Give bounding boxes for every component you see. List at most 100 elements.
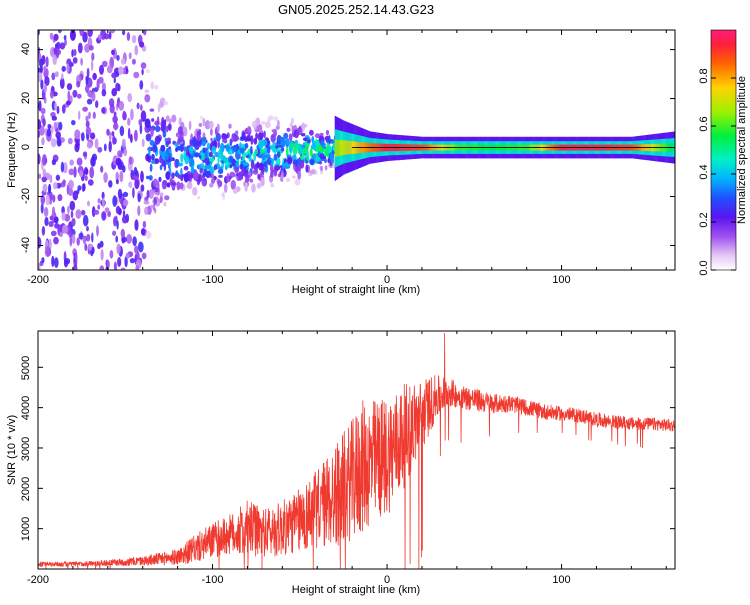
heatmap-cell: [310, 144, 317, 150]
heatmap-cell: [257, 173, 260, 180]
heatmap-cell: [250, 145, 253, 155]
heatmap-cell: [40, 203, 44, 214]
heatmap-cell: [103, 143, 107, 152]
heatmap-cell: [71, 120, 76, 126]
heatmap-cell: [145, 231, 152, 239]
heatmap-cell: [118, 100, 125, 111]
spectrogram-x-tick-label: -100: [201, 274, 223, 286]
heatmap-cell: [342, 140, 344, 156]
heatmap-cell: [44, 71, 47, 77]
heatmap-cell: [58, 121, 63, 131]
heatmap-cell: [101, 191, 105, 200]
heatmap-cell: [168, 162, 171, 167]
heatmap-cell: [134, 245, 139, 254]
heatmap-cell: [59, 231, 63, 238]
heatmap-cell: [280, 137, 286, 147]
heatmap-cell: [251, 183, 256, 193]
heatmap-cell: [73, 48, 77, 57]
heatmap-cell: [272, 142, 278, 146]
heatmap-cell: [218, 148, 224, 159]
heatmap-cell: [112, 115, 118, 124]
heatmap-cell: [119, 170, 124, 183]
heatmap-cell: [141, 68, 144, 76]
heatmap-cell: [78, 232, 84, 240]
heatmap-cell: [243, 166, 247, 170]
heatmap-cell: [89, 166, 95, 179]
heatmap-cell: [253, 151, 257, 162]
heatmap-cell: [69, 236, 73, 247]
heatmap-cell: [273, 153, 278, 161]
heatmap-cell: [325, 129, 330, 136]
heatmap-cell: [341, 140, 343, 156]
heatmap-cell: [123, 148, 128, 157]
heatmap-cell: [163, 101, 169, 106]
heatmap-cell: [286, 127, 291, 132]
heatmap-cell: [326, 149, 330, 153]
snr-x-tick-label: 100: [552, 574, 570, 586]
heatmap-cell: [133, 71, 140, 79]
heatmap-cell: [334, 139, 336, 158]
heatmap-cell: [144, 206, 149, 215]
heatmap-cell: [102, 197, 105, 208]
heatmap-cell: [49, 32, 54, 40]
heatmap-cell: [183, 172, 189, 183]
heatmap-cell: [154, 120, 160, 126]
heatmap-cell: [197, 135, 202, 141]
heatmap-cell: [305, 164, 309, 173]
snr-y-tick-label: 4000: [20, 396, 32, 420]
heatmap-cell: [276, 151, 281, 158]
heatmap-cell: [122, 199, 129, 207]
heatmap-cell: [79, 169, 84, 178]
heatmap-cell: [324, 165, 328, 171]
heatmap-cell: [159, 195, 163, 204]
heatmap-cell: [106, 260, 110, 269]
heatmap-cell: [128, 156, 133, 165]
heatmap-cell: [42, 168, 46, 178]
heatmap-cell: [94, 138, 99, 149]
heatmap-cell: [125, 252, 130, 259]
heatmap-cell: [53, 121, 58, 130]
heatmap-cell: [44, 76, 50, 86]
heatmap-cell: [235, 186, 241, 192]
heatmap-cell: [90, 156, 96, 167]
heatmap-cell: [281, 147, 285, 152]
heatmap-cell: [69, 159, 74, 166]
heatmap-cell: [116, 220, 119, 230]
heatmap-cell: [92, 72, 97, 81]
heatmap-cell: [115, 179, 119, 185]
heatmap-cell: [163, 119, 167, 125]
heatmap-cell: [230, 180, 236, 190]
heatmap-cell: [49, 174, 53, 184]
heatmap-cell: [126, 32, 131, 41]
heatmap-cell: [350, 141, 352, 155]
heatmap-cell: [186, 182, 193, 190]
heatmap-cell: [85, 120, 90, 128]
heatmap-cell: [108, 140, 112, 153]
heatmap-cell: [122, 110, 126, 120]
heatmap-cell: [85, 115, 89, 122]
heatmap-cell: [63, 162, 68, 174]
heatmap-cell: [122, 210, 126, 218]
snr-y-tick-label: 1000: [20, 517, 32, 541]
heatmap-cell: [117, 188, 123, 199]
heatmap-cell: [93, 209, 100, 215]
heatmap-cell: [144, 118, 151, 129]
heatmap-cell: [101, 60, 108, 68]
heatmap-cell: [80, 132, 85, 142]
heatmap-cell: [327, 139, 332, 143]
heatmap-cell: [306, 151, 309, 161]
heatmap-cell: [61, 224, 68, 234]
heatmap-cell: [76, 237, 80, 246]
heatmap-cell: [140, 104, 143, 111]
heatmap-cell: [278, 144, 283, 148]
heatmap-cell: [271, 129, 276, 133]
heatmap-cell: [269, 177, 274, 182]
heatmap-cell: [154, 158, 160, 164]
heatmap-cell: [43, 207, 49, 217]
heatmap-cell: [162, 129, 167, 138]
heatmap-cell: [116, 54, 120, 61]
heatmap-cell: [206, 142, 211, 150]
heatmap-cell: [61, 212, 66, 221]
heatmap-cell: [239, 147, 245, 154]
heatmap-cell: [132, 175, 139, 181]
